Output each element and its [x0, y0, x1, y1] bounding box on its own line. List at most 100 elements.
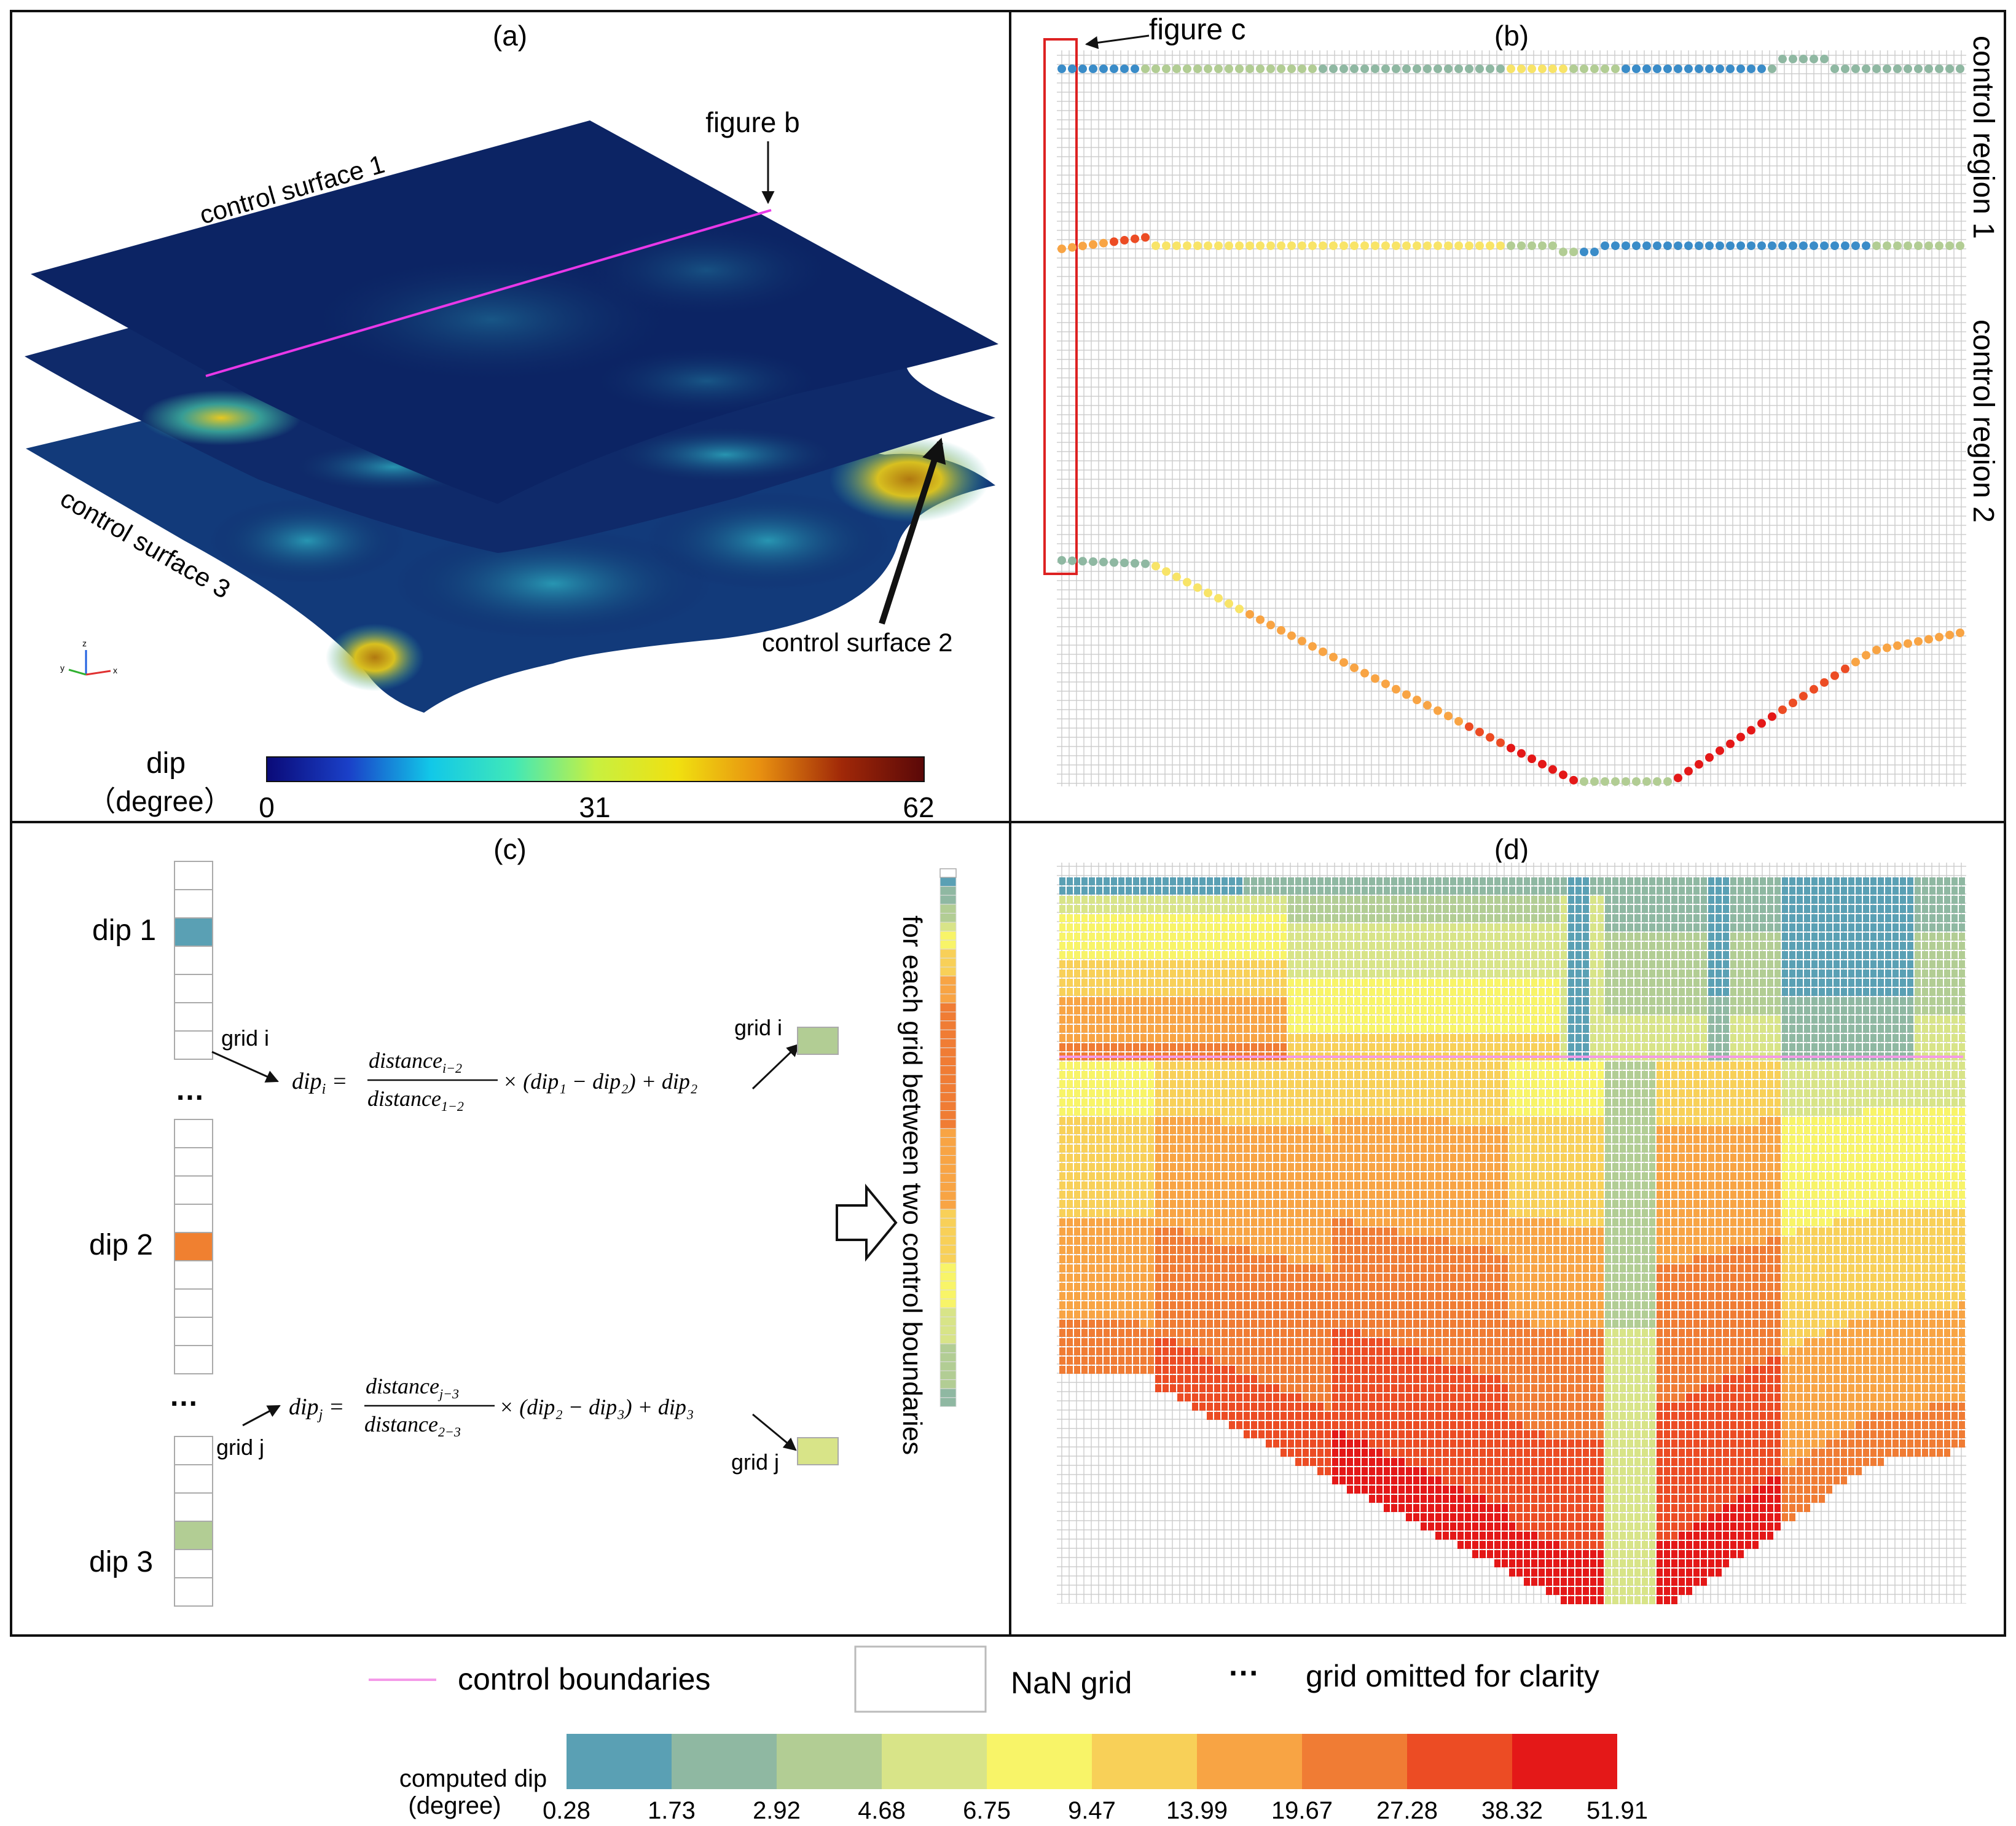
boundary-dot — [1381, 241, 1390, 250]
computed-dip-cell — [1539, 1034, 1545, 1042]
boundary-dot — [1287, 631, 1296, 640]
computed-dip-cell — [1288, 1384, 1294, 1392]
computed-dip-cell — [1575, 988, 1582, 996]
computed-dip-cell — [1568, 877, 1574, 885]
computed-dip-cell — [1096, 1181, 1102, 1189]
computed-dip-cell — [1207, 1172, 1213, 1180]
computed-dip-cell — [1465, 1440, 1471, 1448]
computed-dip-cell — [1059, 1311, 1065, 1319]
computed-dip-cell — [1251, 1228, 1257, 1236]
computed-dip-cell — [1472, 1486, 1478, 1494]
computed-dip-cell — [1509, 1357, 1515, 1365]
computed-dip-cell — [1325, 1393, 1331, 1401]
computed-dip-cell — [1502, 1504, 1508, 1512]
computed-dip-cell — [1251, 1071, 1257, 1079]
computed-dip-cell — [1362, 1292, 1368, 1300]
computed-dip-cell — [1494, 1301, 1500, 1309]
computed-dip-cell — [1443, 1135, 1449, 1143]
computed-dip-cell — [1148, 1200, 1154, 1208]
computed-dip-cell — [1244, 1421, 1250, 1429]
computed-dip-cell — [1222, 1237, 1228, 1245]
computed-dip-cell — [1568, 1559, 1574, 1567]
computed-dip-cell — [1502, 1513, 1508, 1521]
computed-dip-cell — [1369, 997, 1375, 1005]
computed-dip-cell — [1465, 1154, 1471, 1162]
computed-dip-cell — [1236, 1163, 1242, 1171]
computed-dip-cell — [1155, 896, 1161, 904]
computed-dip-cell — [1443, 933, 1449, 941]
computed-dip-cell — [1450, 1458, 1456, 1466]
computed-dip-cell — [1310, 1218, 1316, 1226]
computed-dip-cell — [1509, 1209, 1515, 1217]
computed-dip-cell — [1450, 1191, 1456, 1199]
computed-dip-cell — [1310, 942, 1316, 950]
computed-dip-cell — [1421, 1025, 1427, 1033]
computed-dip-cell — [1273, 1154, 1279, 1162]
boundary-dot — [1914, 637, 1923, 646]
boundary-dot — [1413, 241, 1421, 250]
boundary-dot — [1329, 65, 1338, 73]
computed-dip-cell — [1251, 1283, 1257, 1291]
computed-dip-cell — [1516, 1412, 1523, 1420]
boundary-dot — [1287, 65, 1296, 73]
computed-dip-cell — [1509, 1311, 1515, 1319]
computed-dip-cell — [1074, 1320, 1080, 1328]
computed-dip-cell — [1553, 1320, 1559, 1328]
computed-dip-cell — [1575, 887, 1582, 895]
computed-dip-cell — [1163, 1292, 1169, 1300]
computed-dip-cell — [1472, 877, 1478, 885]
computed-dip-cell — [1406, 1034, 1412, 1042]
computed-dip-cell — [1096, 887, 1102, 895]
computed-dip-cell — [1185, 1264, 1191, 1272]
computed-dip-cell — [1332, 988, 1338, 996]
boundary-dot — [1653, 65, 1661, 73]
computed-dip-cell — [1185, 923, 1191, 931]
computed-dip-cell — [1126, 1016, 1132, 1024]
computed-dip-cell — [1546, 1449, 1552, 1457]
computed-dip-cell — [1531, 1126, 1537, 1134]
computed-dip-cell — [1281, 1062, 1287, 1070]
computed-dip-cell — [1369, 914, 1375, 922]
computed-dip-cell — [1140, 979, 1147, 987]
boundary-dot — [1308, 65, 1317, 73]
computed-dip-cell — [1450, 1347, 1456, 1355]
boundary-dot — [1308, 241, 1317, 250]
boundary-dot — [1204, 241, 1212, 250]
computed-dip-cell — [1163, 1154, 1169, 1162]
computed-dip-cell — [1568, 1025, 1574, 1033]
computed-dip-cell — [1480, 1264, 1486, 1272]
computed-dip-cell — [1568, 1163, 1574, 1171]
computed-dip-cell — [1222, 1347, 1228, 1355]
computed-dip-cell — [1281, 1237, 1287, 1245]
computed-dip-cell — [1539, 1440, 1545, 1448]
computed-dip-cell — [1457, 1163, 1464, 1171]
computed-dip-cell — [939, 1002, 957, 1013]
computed-dip-cell — [1303, 1458, 1309, 1466]
computed-dip-cell — [939, 939, 957, 950]
computed-dip-cell — [1435, 1237, 1441, 1245]
computed-dip-cell — [1273, 1099, 1279, 1107]
computed-dip-cell — [1273, 933, 1279, 941]
computed-dip-cell — [1236, 1025, 1242, 1033]
boundary-dot — [1099, 557, 1108, 566]
boundary-dot — [1507, 65, 1515, 73]
computed-dip-cell — [1553, 1375, 1559, 1383]
computed-dip-cell — [1111, 970, 1117, 978]
computed-dip-cell — [1096, 1338, 1102, 1346]
computed-dip-cell — [1081, 979, 1088, 987]
computed-dip-cell — [1251, 1264, 1257, 1272]
computed-dip-cell — [1421, 1449, 1427, 1457]
computed-dip-cell — [1185, 1320, 1191, 1328]
computed-dip-cell — [1140, 1163, 1147, 1171]
computed-dip-cell — [1303, 1071, 1309, 1079]
computed-dip-cell — [1126, 1089, 1132, 1097]
computed-dip-cell — [1059, 1320, 1065, 1328]
computed-dip-cell — [1288, 1228, 1294, 1236]
computed-dip-cell — [1214, 1089, 1220, 1097]
computed-dip-cell — [1413, 951, 1419, 959]
computed-dip-cell — [1575, 1228, 1582, 1236]
boundary-dot — [1392, 684, 1400, 694]
computed-dip-cell — [1480, 1108, 1486, 1116]
computed-dip-cell — [1207, 1237, 1213, 1245]
computed-dip-cell — [1118, 1338, 1124, 1346]
